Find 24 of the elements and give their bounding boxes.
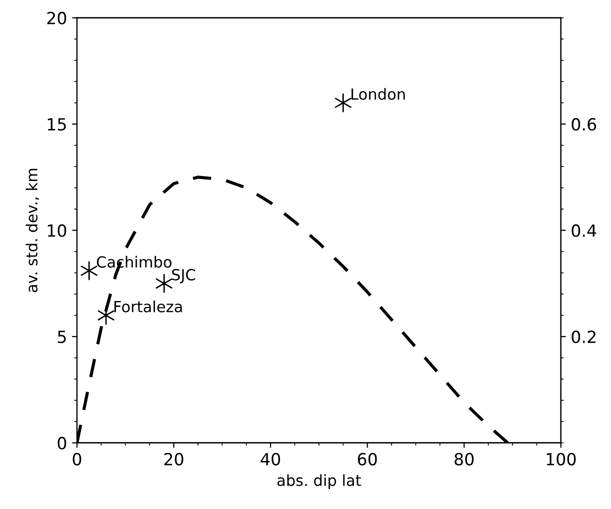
x-axis-title: abs. dip lat bbox=[277, 474, 361, 490]
y-tick-label: 10 bbox=[48, 224, 66, 237]
annotation: SJC bbox=[172, 268, 196, 284]
y2-tick-label: 0.4 bbox=[572, 224, 596, 237]
y-tick-label: 15 bbox=[48, 118, 66, 131]
point bbox=[334, 93, 352, 112]
annotation: Cachimbo bbox=[96, 256, 172, 268]
y-tick-label: 0 bbox=[58, 436, 66, 450]
y-tick-label: 20 bbox=[47, 12, 66, 24]
x-tick-label: 40 bbox=[260, 452, 280, 466]
y2-tick-label: 0.6 bbox=[572, 118, 596, 131]
x-tick-label: 60 bbox=[358, 452, 377, 466]
point bbox=[156, 274, 172, 293]
annotation: Fortaleza bbox=[114, 300, 182, 312]
x-tick-label: 100 bbox=[546, 452, 576, 466]
point bbox=[80, 261, 98, 280]
y-axis-title: av. std. dev., km bbox=[26, 168, 40, 292]
y-tick-label: 5 bbox=[58, 330, 66, 344]
point bbox=[98, 306, 114, 325]
x-tick-label: 0 bbox=[72, 452, 82, 466]
annotation: London bbox=[352, 88, 405, 100]
y2-tick-label: 0.2 bbox=[572, 330, 596, 344]
x-tick-label: 80 bbox=[454, 452, 474, 466]
x-tick-label: 20 bbox=[164, 452, 184, 466]
